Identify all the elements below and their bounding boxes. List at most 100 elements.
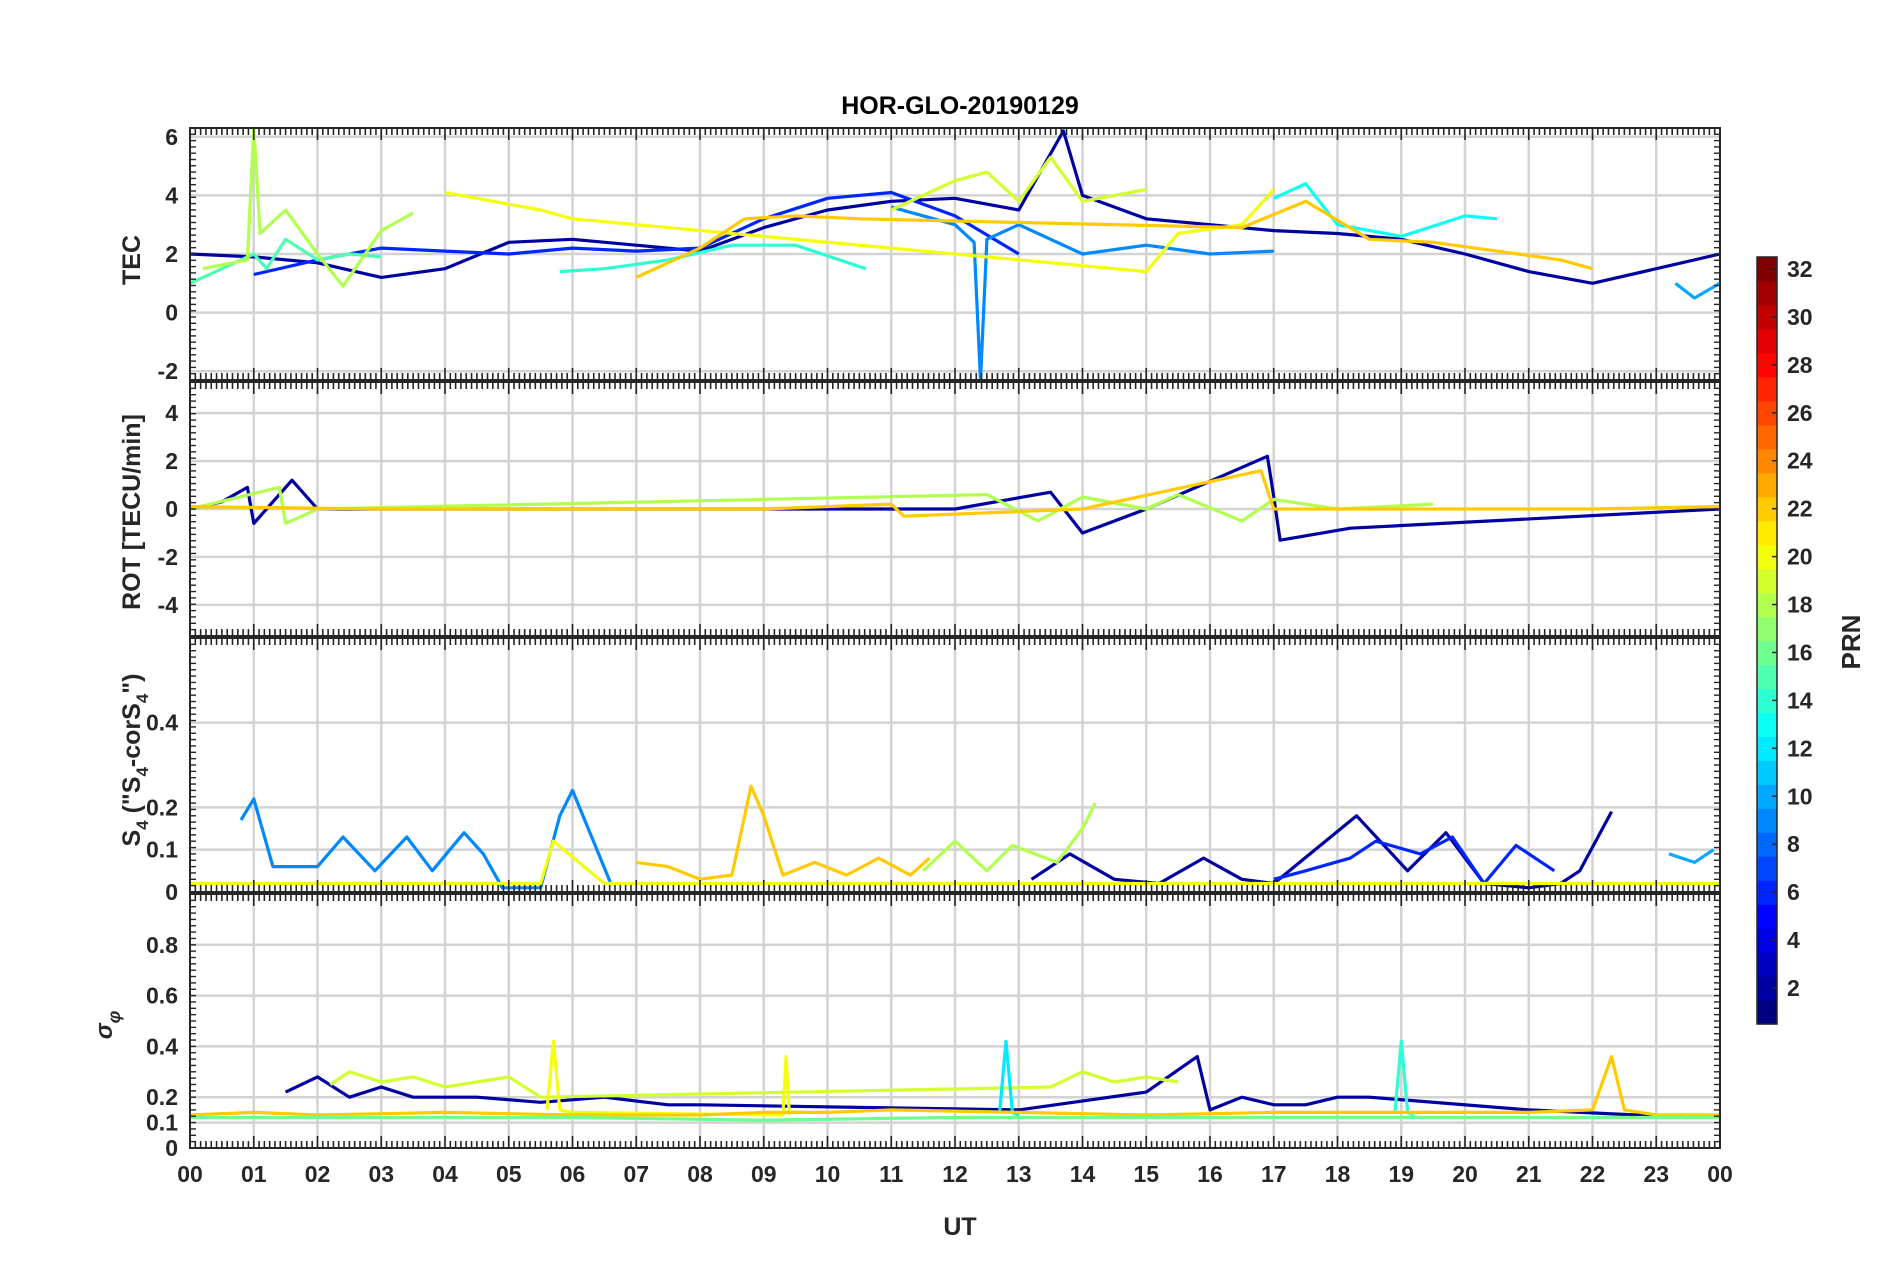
panel-rot: -4 -2 0 2 4 ROT [TECU/min] (118, 381, 1721, 637)
series-prn-9 (890, 205, 1274, 382)
y-tick-label: 0 (165, 879, 178, 905)
series-prn-18 (202, 126, 414, 288)
colorbar-cell (1757, 257, 1777, 282)
colorbar-tick-label: 2 (1787, 975, 1800, 1001)
series-prn-2 (284, 1054, 1721, 1120)
x-tick-label: 04 (432, 1161, 458, 1187)
x-tick-label: 21 (1516, 1161, 1542, 1187)
colorbar-tick-label: 24 (1787, 448, 1813, 474)
series-prn-10 (1668, 848, 1715, 865)
series-prn-19 (890, 155, 1147, 212)
colorbar-tick-label: 28 (1787, 352, 1813, 378)
y-tick-label: 0 (165, 1135, 178, 1161)
series-prn-18 (922, 802, 1097, 873)
colorbar-cell (1757, 520, 1777, 546)
colorbar-cell (1757, 760, 1777, 785)
x-tick-label: 08 (687, 1161, 713, 1187)
rot-axis-label: ROT [TECU/min] (118, 414, 146, 610)
x-tick-label: 22 (1580, 1161, 1606, 1187)
x-tick-label: 14 (1070, 1161, 1096, 1187)
x-tick-label: 07 (623, 1161, 649, 1187)
colorbar-tick-label: 30 (1787, 304, 1813, 330)
series-prn-2 (189, 129, 1721, 285)
y-tick-label: 2 (165, 448, 178, 474)
series-prn-19 (329, 1070, 1179, 1099)
x-tick-label: 03 (368, 1161, 394, 1187)
series-prn-6 (1273, 835, 1556, 886)
colorbar-cell (1757, 328, 1777, 354)
x-tick-label: 23 (1643, 1161, 1669, 1187)
tec-axis-label: TEC (118, 235, 146, 285)
y-tick-label: 0.1 (146, 1110, 178, 1136)
y-tick-label: -2 (158, 358, 178, 384)
y-tick-label: 4 (165, 182, 178, 208)
colorbar-cell (1757, 856, 1777, 881)
series-prn-22 (636, 784, 931, 881)
panel-s4: 00.10.20.4 S4 ("S4-corS4") (118, 637, 1721, 905)
x-tick-label: 18 (1325, 1161, 1351, 1187)
chart-title: HOR-GLO-20190129 (841, 92, 1079, 120)
colorbar-cell (1757, 472, 1777, 498)
x-tick-label: 13 (1006, 1161, 1032, 1187)
y-tick-label: 0 (165, 300, 178, 326)
colorbar-cell (1757, 832, 1777, 857)
series-prn-13 (1273, 182, 1498, 238)
y-tick-label: 0.8 (146, 932, 178, 958)
series-prn-20 (545, 1039, 791, 1117)
x-tick-label: 09 (751, 1161, 777, 1187)
x-tick-label: 10 (815, 1161, 841, 1187)
colorbar-cell (1757, 640, 1777, 666)
colorbar-tick-label: 4 (1787, 927, 1800, 953)
x-tick-label: 12 (942, 1161, 968, 1187)
series-prn-6 (253, 190, 1020, 277)
x-axis-label: UT (943, 1213, 976, 1241)
colorbar-cell (1757, 736, 1777, 761)
y-tick-label: 4 (165, 400, 178, 426)
colorbar-tick-label: 6 (1787, 879, 1800, 905)
colorbar-cell (1757, 784, 1777, 809)
series-prn-18 (189, 485, 1434, 526)
x-tick-label: 05 (496, 1161, 522, 1187)
series-prn-22 (189, 469, 1721, 518)
colorbar-cell (1757, 352, 1777, 378)
colorbar-tick-label: 32 (1787, 256, 1813, 282)
colorbar-tick-label: 10 (1787, 783, 1813, 809)
x-tick-label: 00 (1707, 1161, 1733, 1187)
colorbar-cell (1757, 712, 1777, 737)
colorbar-tick-label: 14 (1787, 687, 1813, 713)
panel-sigma-phi: 00.10.2 0.4 0.6 0.8 00 01 02 03 04 05 06 07 08 09 10 11… (91, 893, 1733, 1187)
panel-tec: -2 0 2 4 6 TEC (118, 124, 1721, 384)
y-tick-label: 0.6 (146, 983, 178, 1009)
x-tick-label: 06 (560, 1161, 586, 1187)
y-tick-label: 0.2 (146, 1084, 178, 1110)
colorbar-cell (1757, 808, 1777, 833)
x-tick-label: 00 (177, 1161, 203, 1187)
y-tick-label: 6 (165, 124, 178, 150)
colorbar-cell (1757, 688, 1777, 714)
y-tick-label: 0.1 (146, 837, 178, 863)
x-tick-label: 17 (1261, 1161, 1287, 1187)
colorbar-cell (1757, 448, 1777, 474)
colorbar-cell (1757, 304, 1777, 330)
series-prn-2 (189, 454, 1721, 542)
colorbar-cell (1757, 976, 1777, 1001)
colorbar-tick-label: 8 (1787, 831, 1800, 857)
series-prn-22 (635, 199, 1593, 279)
y-tick-label: 0.4 (146, 710, 178, 736)
y-tick-label: 0.2 (146, 794, 178, 820)
y-tick-label: 0 (165, 496, 178, 522)
x-tick-label: 15 (1133, 1161, 1159, 1187)
colorbar-cell (1757, 280, 1777, 306)
colorbar-cell (1757, 424, 1777, 450)
series-prn-10 (1674, 281, 1721, 300)
x-tick-label: 19 (1388, 1161, 1414, 1187)
series-prn-22 (189, 1054, 1720, 1117)
series-prn-16 (190, 1115, 1720, 1122)
colorbar-tick-label: 18 (1787, 592, 1813, 618)
colorbar-label: PRN (1836, 615, 1866, 670)
colorbar-tick-label: 20 (1787, 544, 1813, 570)
colorbar-cell (1757, 928, 1777, 953)
x-tick-label: 20 (1452, 1161, 1478, 1187)
